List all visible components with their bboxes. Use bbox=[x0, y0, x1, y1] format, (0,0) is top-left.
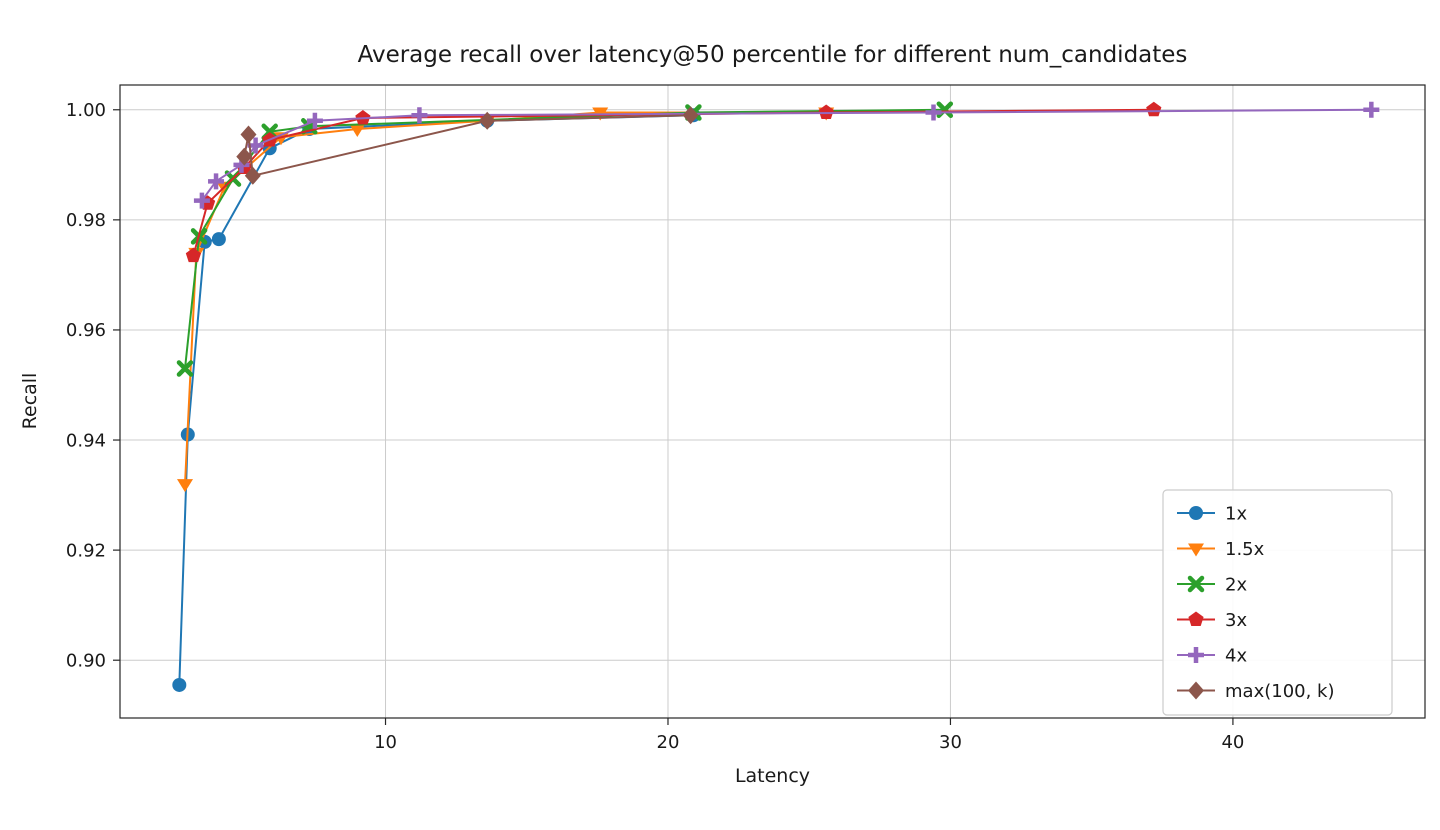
legend-marker-3x bbox=[1188, 611, 1204, 626]
legend-marker-1.5x bbox=[1188, 543, 1204, 557]
x-tick-label: 10 bbox=[374, 732, 397, 753]
series-marker-4x bbox=[1363, 101, 1380, 118]
series-line-1x bbox=[178, 114, 694, 686]
series-marker-3x bbox=[355, 110, 371, 125]
legend-label: 2x bbox=[1225, 574, 1247, 595]
y-tick-label: 0.90 bbox=[66, 651, 106, 672]
y-tick-label: 0.98 bbox=[66, 210, 106, 231]
legend-marker-1x bbox=[1189, 506, 1203, 520]
series-marker-4x bbox=[925, 104, 942, 121]
series-marker-4x bbox=[411, 107, 428, 124]
x-tick-label: 30 bbox=[939, 732, 962, 753]
series-marker-3x bbox=[818, 104, 834, 119]
series-marker-max(100, k) bbox=[479, 111, 496, 130]
series-marker-2x bbox=[176, 360, 194, 377]
y-tick-label: 0.96 bbox=[66, 320, 106, 341]
series-marker-1.5x bbox=[349, 124, 366, 137]
series-marker-1.5x bbox=[177, 479, 193, 493]
series-marker-4x bbox=[306, 112, 323, 129]
series-marker-max(100, k) bbox=[240, 125, 257, 144]
series-marker-3x bbox=[185, 247, 202, 263]
series-marker-4x bbox=[208, 173, 225, 190]
legend-label: 1.5x bbox=[1225, 539, 1265, 560]
series-marker-4x bbox=[193, 192, 210, 209]
series-marker-1x bbox=[172, 677, 187, 692]
series-marker-1x bbox=[211, 232, 226, 247]
series-marker-max(100, k) bbox=[236, 147, 253, 166]
series-marker-3x bbox=[1146, 101, 1162, 117]
legend-box bbox=[1162, 489, 1393, 716]
axes-border bbox=[119, 84, 1426, 719]
x-axis-label: Latency bbox=[734, 765, 811, 787]
series-marker-max(100, k) bbox=[244, 166, 261, 185]
legend-marker-4x bbox=[1188, 647, 1204, 663]
legend-marker-2x bbox=[1187, 575, 1205, 593]
x-tick-label: 40 bbox=[1221, 732, 1244, 753]
chart-title: Average recall over latency@50 percentil… bbox=[357, 42, 1188, 68]
legend-label: 4x bbox=[1225, 645, 1247, 666]
legend-marker-max(100, k) bbox=[1188, 681, 1204, 700]
series-marker-max(100, k) bbox=[682, 106, 699, 125]
x-tick-label: 20 bbox=[657, 732, 680, 753]
y-tick-label: 0.92 bbox=[66, 540, 106, 561]
legend-label: max(100, k) bbox=[1225, 681, 1335, 702]
y-tick-label: 0.94 bbox=[66, 430, 106, 451]
legend-label: 1x bbox=[1225, 503, 1247, 524]
legend-label: 3x bbox=[1225, 610, 1247, 631]
y-tick-label: 1.00 bbox=[66, 100, 106, 121]
series-line-4x bbox=[201, 108, 1372, 202]
